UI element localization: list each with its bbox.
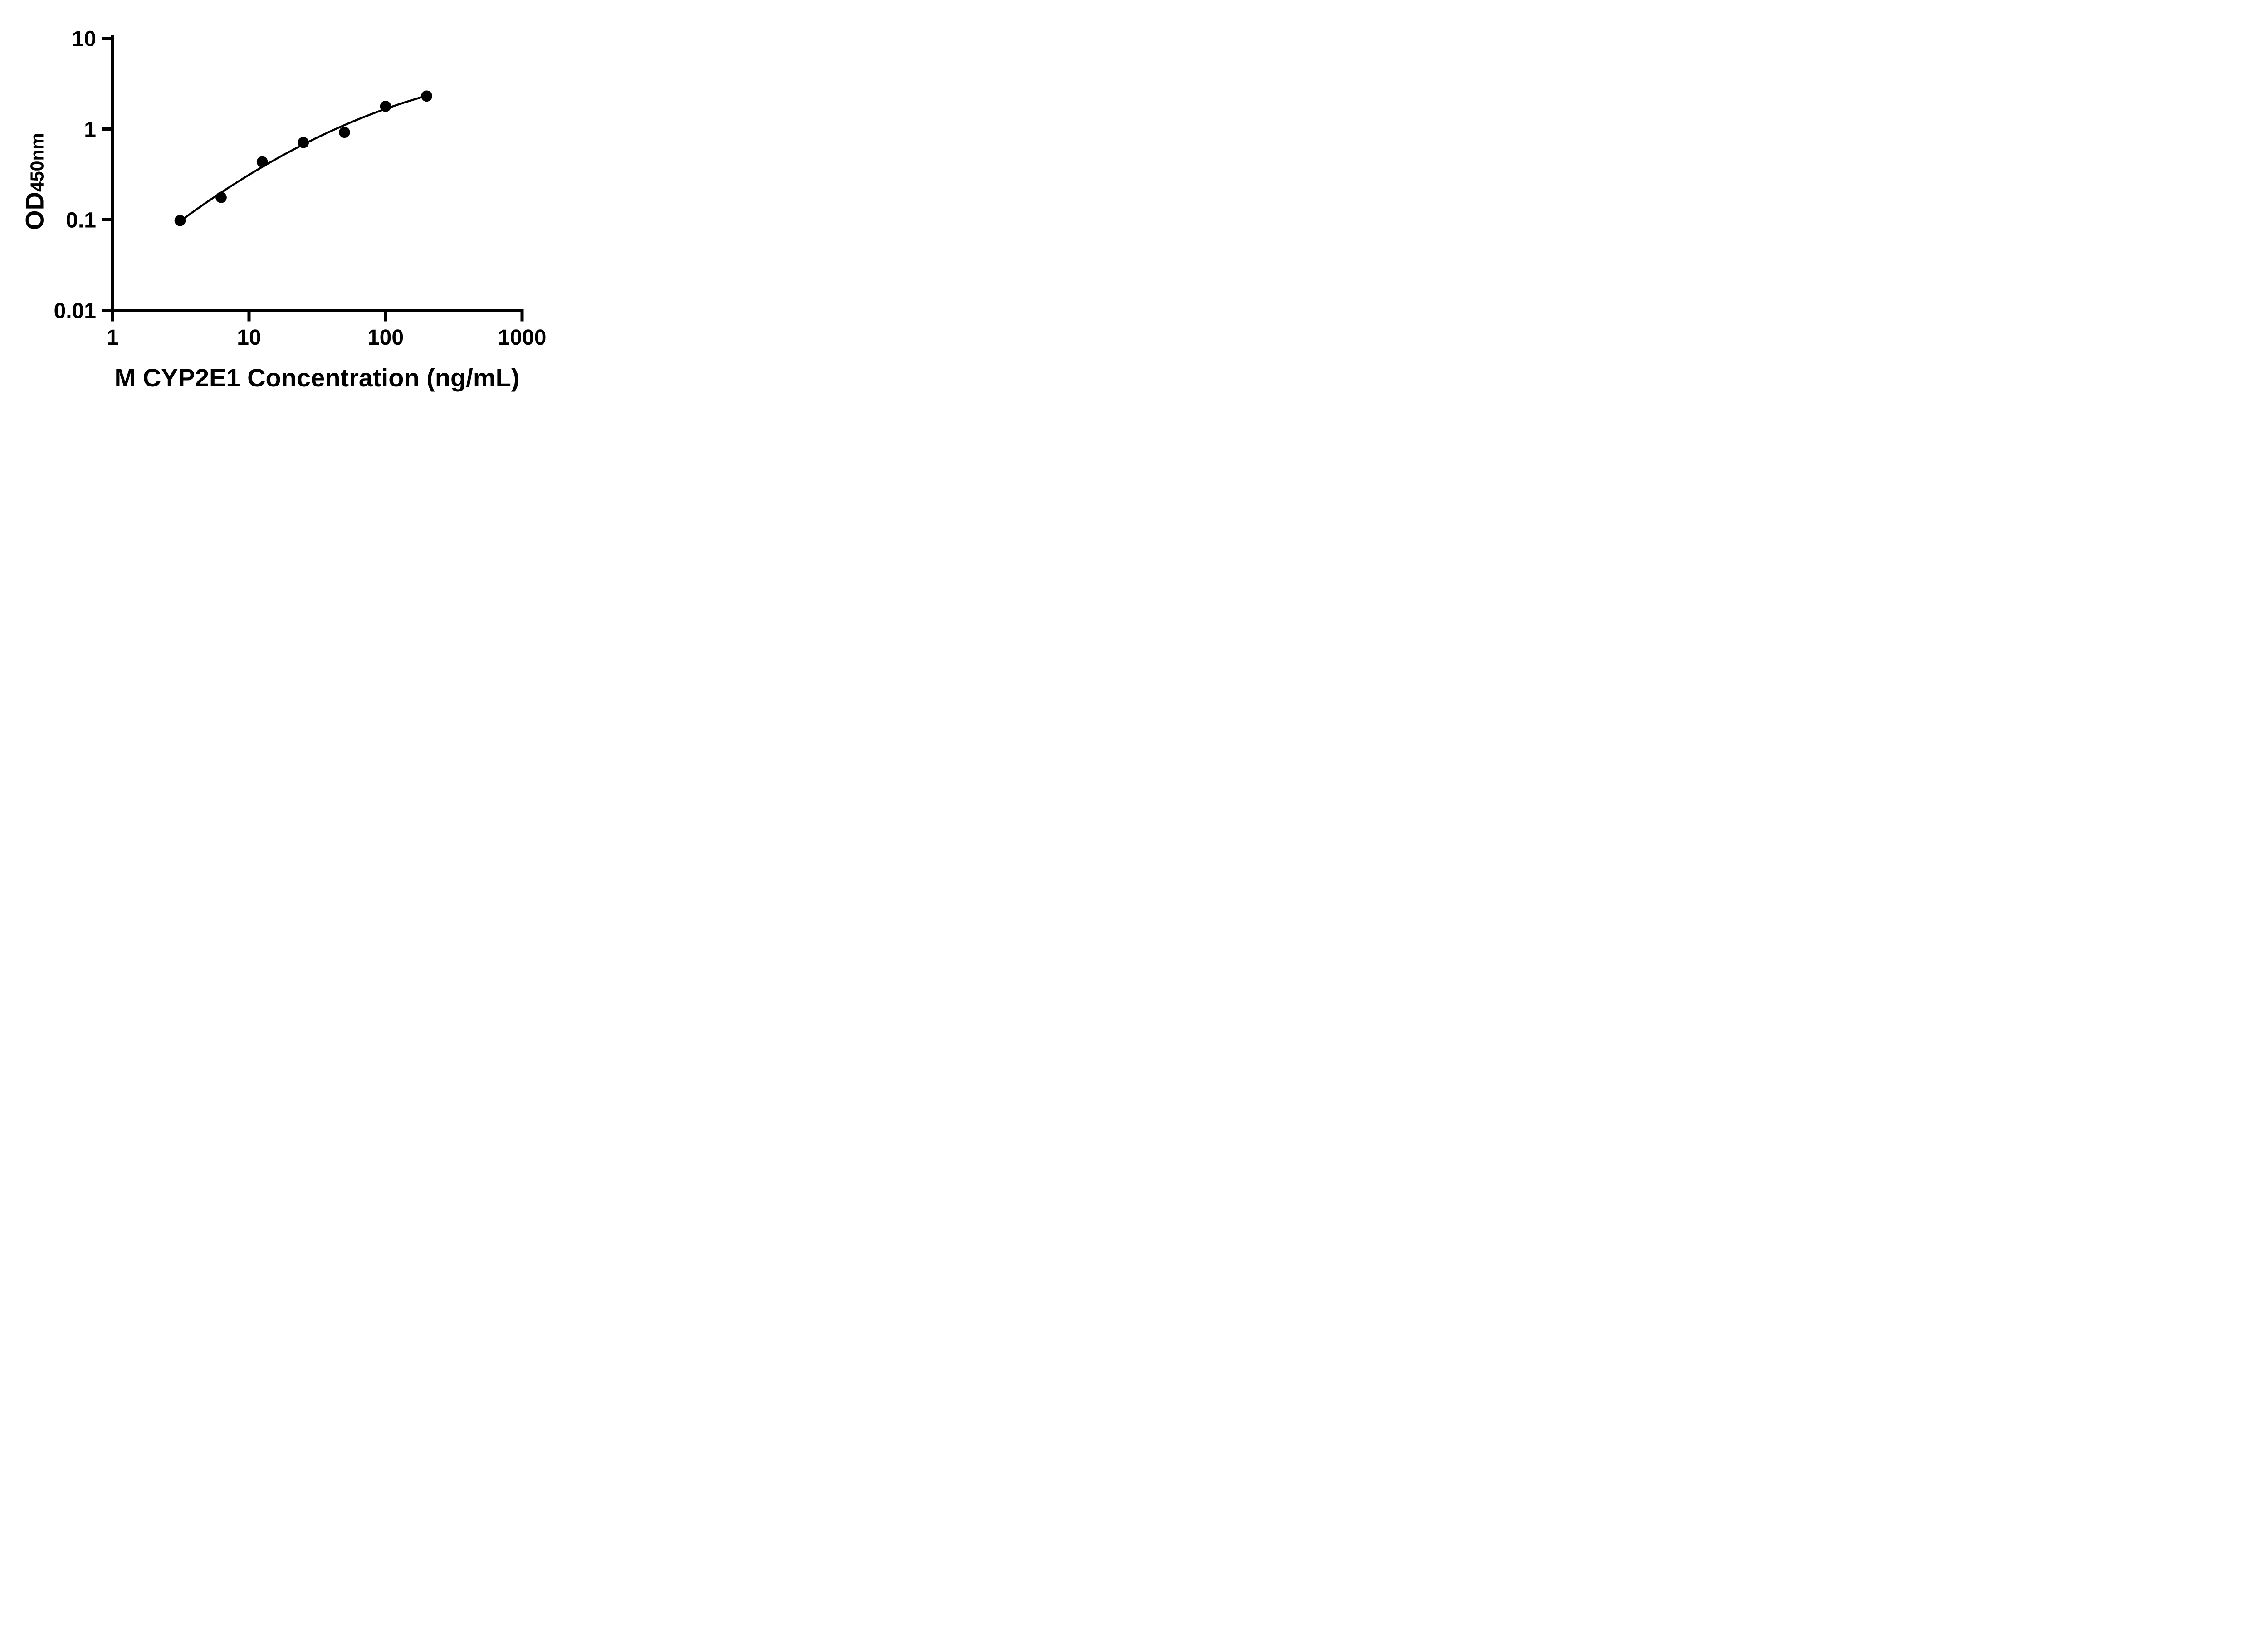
data-point: [174, 215, 186, 226]
x-axis-title: M CYP2E1 Concentration (ng/mL): [114, 363, 520, 392]
x-tick-label: 100: [367, 326, 404, 350]
y-tick-label: 0.1: [66, 209, 96, 233]
y-tick-label: 0.01: [54, 299, 96, 323]
data-point: [421, 90, 432, 102]
x-tick-label: 10: [237, 326, 261, 350]
y-axis-title: OD450nm: [20, 133, 49, 230]
standard-curve-plot: 10 1 0.1 0.01 1 10 100 1000: [54, 27, 547, 350]
x-tick-label: 1000: [498, 326, 547, 350]
fit-curve-line: [179, 94, 428, 223]
y-axis-title-subscript: 450nm: [26, 133, 48, 192]
chart-figure: 10 1 0.1 0.01 1 10 100 1000 M CYP2E1 Concentrat…: [0, 0, 583, 408]
y-tick-label: 1: [84, 118, 96, 142]
data-point: [298, 137, 309, 148]
y-axis-title-main: OD: [20, 191, 49, 230]
data-point: [256, 156, 268, 168]
x-tick-label: 1: [107, 326, 119, 350]
data-point: [380, 101, 391, 112]
data-point: [215, 192, 227, 203]
y-tick-label: 10: [72, 27, 96, 51]
data-point: [339, 127, 350, 138]
